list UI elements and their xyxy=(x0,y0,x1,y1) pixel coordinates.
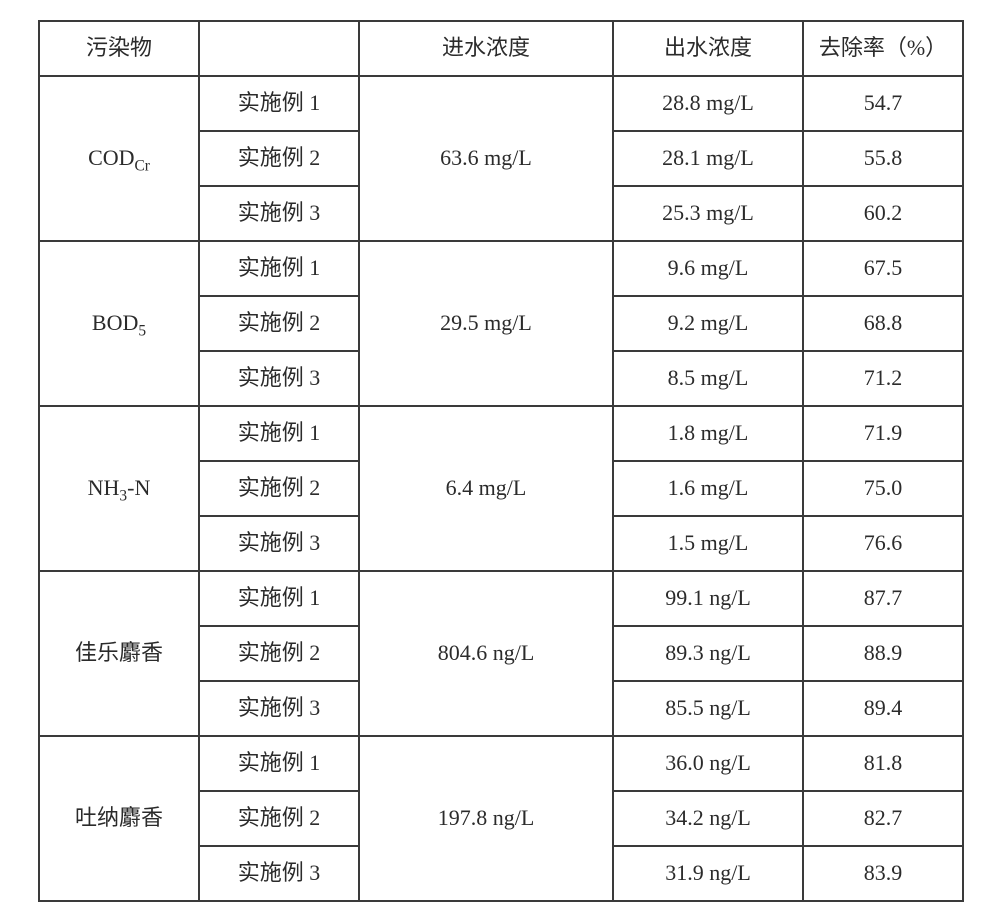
pollutant-cell: NH3-N xyxy=(39,406,199,571)
table-row: NH3-N实施例 16.4 mg/L1.8 mg/L71.9 xyxy=(39,406,963,461)
table-row: CODCr实施例 163.6 mg/L28.8 mg/L54.7 xyxy=(39,76,963,131)
case-cell: 实施例 1 xyxy=(199,736,359,791)
removal-cell: 76.6 xyxy=(803,516,963,571)
influent-cell: 197.8 ng/L xyxy=(359,736,613,901)
pollutant-cell: CODCr xyxy=(39,76,199,241)
col-removal: 去除率（%） xyxy=(803,21,963,76)
effluent-cell: 9.2 mg/L xyxy=(613,296,803,351)
case-cell: 实施例 1 xyxy=(199,76,359,131)
case-cell: 实施例 3 xyxy=(199,516,359,571)
removal-cell: 67.5 xyxy=(803,241,963,296)
case-cell: 实施例 3 xyxy=(199,681,359,736)
removal-cell: 75.0 xyxy=(803,461,963,516)
effluent-cell: 34.2 ng/L xyxy=(613,791,803,846)
pollutant-cell: BOD5 xyxy=(39,241,199,406)
removal-cell: 89.4 xyxy=(803,681,963,736)
pollutant-cell: 佳乐麝香 xyxy=(39,571,199,736)
removal-cell: 55.8 xyxy=(803,131,963,186)
effluent-cell: 28.1 mg/L xyxy=(613,131,803,186)
removal-cell: 83.9 xyxy=(803,846,963,901)
effluent-cell: 1.8 mg/L xyxy=(613,406,803,461)
case-cell: 实施例 1 xyxy=(199,241,359,296)
removal-cell: 71.2 xyxy=(803,351,963,406)
effluent-cell: 36.0 ng/L xyxy=(613,736,803,791)
effluent-cell: 25.3 mg/L xyxy=(613,186,803,241)
removal-cell: 54.7 xyxy=(803,76,963,131)
influent-cell: 804.6 ng/L xyxy=(359,571,613,736)
effluent-cell: 9.6 mg/L xyxy=(613,241,803,296)
removal-cell: 88.9 xyxy=(803,626,963,681)
removal-cell: 82.7 xyxy=(803,791,963,846)
removal-cell: 71.9 xyxy=(803,406,963,461)
case-cell: 实施例 1 xyxy=(199,406,359,461)
case-cell: 实施例 3 xyxy=(199,351,359,406)
pollutant-cell: 吐纳麝香 xyxy=(39,736,199,901)
table-row: 佳乐麝香实施例 1804.6 ng/L99.1 ng/L87.7 xyxy=(39,571,963,626)
influent-cell: 63.6 mg/L xyxy=(359,76,613,241)
effluent-cell: 1.6 mg/L xyxy=(613,461,803,516)
case-cell: 实施例 3 xyxy=(199,186,359,241)
table-body: CODCr实施例 163.6 mg/L28.8 mg/L54.7实施例 228.… xyxy=(39,76,963,901)
case-cell: 实施例 2 xyxy=(199,461,359,516)
case-cell: 实施例 1 xyxy=(199,571,359,626)
effluent-cell: 99.1 ng/L xyxy=(613,571,803,626)
removal-cell: 81.8 xyxy=(803,736,963,791)
case-cell: 实施例 2 xyxy=(199,791,359,846)
page: 污染物 进水浓度 出水浓度 去除率（%） CODCr实施例 163.6 mg/L… xyxy=(0,0,1000,902)
effluent-cell: 89.3 ng/L xyxy=(613,626,803,681)
effluent-cell: 31.9 ng/L xyxy=(613,846,803,901)
results-table: 污染物 进水浓度 出水浓度 去除率（%） CODCr实施例 163.6 mg/L… xyxy=(38,20,964,902)
removal-cell: 68.8 xyxy=(803,296,963,351)
table-header-row: 污染物 进水浓度 出水浓度 去除率（%） xyxy=(39,21,963,76)
col-effluent: 出水浓度 xyxy=(613,21,803,76)
removal-cell: 87.7 xyxy=(803,571,963,626)
case-cell: 实施例 3 xyxy=(199,846,359,901)
effluent-cell: 1.5 mg/L xyxy=(613,516,803,571)
col-case xyxy=(199,21,359,76)
col-influent: 进水浓度 xyxy=(359,21,613,76)
table-row: BOD5实施例 129.5 mg/L9.6 mg/L67.5 xyxy=(39,241,963,296)
case-cell: 实施例 2 xyxy=(199,626,359,681)
influent-cell: 6.4 mg/L xyxy=(359,406,613,571)
effluent-cell: 8.5 mg/L xyxy=(613,351,803,406)
case-cell: 实施例 2 xyxy=(199,296,359,351)
table-row: 吐纳麝香实施例 1197.8 ng/L36.0 ng/L81.8 xyxy=(39,736,963,791)
removal-cell: 60.2 xyxy=(803,186,963,241)
effluent-cell: 28.8 mg/L xyxy=(613,76,803,131)
effluent-cell: 85.5 ng/L xyxy=(613,681,803,736)
influent-cell: 29.5 mg/L xyxy=(359,241,613,406)
case-cell: 实施例 2 xyxy=(199,131,359,186)
col-pollutant: 污染物 xyxy=(39,21,199,76)
